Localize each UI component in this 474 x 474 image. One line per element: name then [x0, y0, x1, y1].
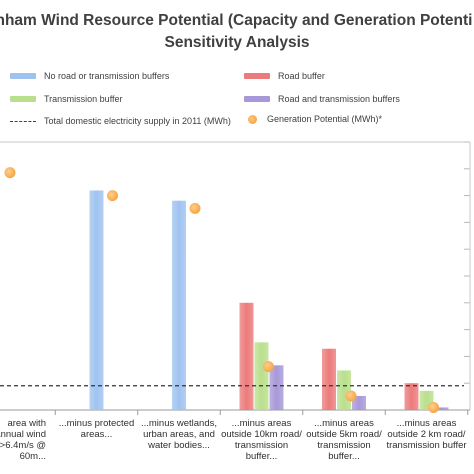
generation-potential-point [107, 190, 118, 202]
legend-label-generation-potential: Generation Potential (MWh)* [267, 114, 383, 124]
x-tick-label: ...minus areas outside 10km road/ transm… [221, 418, 302, 462]
legend-label-no-buffers: No road or transmission buffers [44, 71, 170, 81]
legend-label-transmission-buffer: Transmission buffer [44, 94, 123, 104]
legend-item-transmission-buffer: Transmission buffer [10, 94, 123, 104]
bar-road-buffer [322, 348, 336, 410]
generation-potential-point [189, 202, 201, 214]
legend-label-road-buffer: Road buffer [278, 71, 325, 81]
x-tick-label: area with annual wind >6.4m/s @ 60m... [0, 418, 46, 462]
bar-road-transmission-buffers [352, 395, 366, 410]
bar-road-buffer [404, 383, 419, 410]
bar-no-buffers [172, 200, 186, 410]
x-tick-label: ...minus protected areas... [58, 418, 135, 440]
bar-road-buffer [239, 302, 254, 410]
chart-title-line2: Sensitivity Analysis [164, 34, 310, 51]
legend-item-generation-potential: Generation Potential (MWh)* [236, 114, 382, 124]
x-tick-label: ...minus areas outside 2 km road/ transm… [386, 418, 467, 451]
bar-road-transmission-buffers [269, 365, 284, 410]
legend-label-road-transmission-buffers: Road and transmission buffers [278, 94, 400, 104]
legend-swatch-no-buffers [10, 73, 36, 79]
legend-swatch-road-buffer [244, 73, 270, 79]
chart-title: nham Wind Resource Potential (Capacity a… [0, 10, 474, 54]
legend-label-total-supply: Total domestic electricity supply in 201… [44, 116, 231, 126]
bar-transmission-buffer [337, 370, 351, 410]
legend-swatch-road-transmission-buffers [244, 96, 270, 102]
legend-item-road-transmission-buffers: Road and transmission buffers [244, 94, 400, 104]
legend-swatch-generation-potential [248, 114, 257, 124]
chart-title-line1: nham Wind Resource Potential (Capacity a… [0, 12, 473, 29]
bar-transmission-buffer [254, 342, 269, 410]
legend-item-road-buffer: Road buffer [244, 71, 325, 81]
legend-swatch-total-supply [10, 120, 36, 122]
generation-potential-point [345, 390, 357, 402]
legend-swatch-transmission-buffer [10, 96, 36, 102]
bar-no-buffers [89, 190, 104, 410]
x-tick-label: ...minus wetlands, urban areas, and wate… [140, 418, 218, 451]
bar-road-transmission-buffers [434, 407, 449, 410]
generation-potential-point [428, 401, 439, 413]
x-tick-label: ...minus areas outside 5km road/ transmi… [306, 418, 382, 462]
legend-item-total-supply: Total domestic electricity supply in 201… [10, 116, 231, 126]
legend-item-no-buffers: No road or transmission buffers [10, 71, 169, 81]
generation-potential-point [263, 361, 274, 373]
generation-potential-point [4, 167, 16, 179]
